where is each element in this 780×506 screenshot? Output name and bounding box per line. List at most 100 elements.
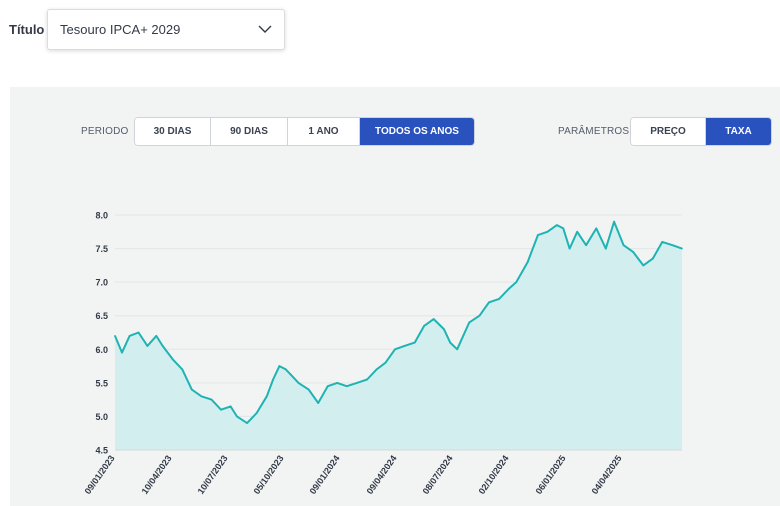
data-point — [220, 408, 222, 411]
data-point — [297, 382, 300, 384]
chevron-down-icon[interactable] — [258, 24, 272, 34]
data-point — [478, 314, 481, 317]
data-point — [366, 378, 368, 381]
data-point — [595, 227, 598, 230]
x-tick-label: 09/01/2024 — [308, 453, 342, 496]
data-point — [384, 361, 387, 364]
y-tick-label: 5.0 — [95, 412, 108, 422]
data-point — [546, 230, 549, 233]
title-field-label: Título — [9, 22, 45, 37]
data-point — [613, 220, 615, 223]
data-point — [236, 415, 238, 418]
title-select[interactable]: Tesouro IPCA+ 2029 — [47, 9, 285, 50]
x-tick-label: 06/01/2025 — [534, 453, 568, 496]
data-point — [394, 348, 396, 351]
data-point — [661, 241, 664, 243]
data-point — [284, 368, 287, 371]
chart-area-fill — [115, 221, 682, 450]
title-select-value: Tesouro IPCA+ 2029 — [60, 22, 181, 37]
data-point — [278, 365, 281, 367]
data-point — [171, 358, 174, 361]
data-point — [468, 321, 471, 324]
y-tick-label: 5.5 — [95, 378, 108, 388]
data-point — [356, 382, 358, 384]
y-tick-label: 6.0 — [95, 345, 108, 355]
data-point — [488, 301, 490, 304]
data-point — [181, 368, 184, 371]
data-point — [128, 335, 131, 337]
y-tick-label: 4.5 — [95, 446, 108, 456]
x-tick-label: 09/04/2024 — [365, 453, 399, 496]
data-point — [585, 244, 587, 247]
period-1-ano-button[interactable]: 1 ANO — [288, 118, 360, 145]
x-tick-label: 05/10/2023 — [252, 453, 286, 496]
rate-area-chart: 4.5 5.0 5.5 6.0 6.5 7.0 7.5 8.0 09/01/2023 10/04/… — [83, 211, 683, 496]
data-point — [651, 257, 654, 260]
data-point — [556, 224, 558, 226]
x-tick-label: 10/04/2023 — [140, 453, 174, 496]
data-point — [121, 351, 123, 354]
data-point — [265, 395, 268, 398]
data-point — [449, 341, 452, 344]
data-point — [507, 288, 510, 290]
data-point — [498, 298, 500, 300]
data-point — [526, 261, 529, 263]
data-point — [200, 395, 203, 398]
data-point — [515, 281, 518, 283]
data-point — [562, 227, 565, 230]
data-point — [537, 234, 539, 236]
data-point — [681, 247, 683, 250]
period-30-dias-button[interactable]: 30 DIAS — [135, 118, 211, 145]
data-point — [114, 335, 116, 337]
data-point — [326, 385, 329, 388]
data-point — [146, 345, 149, 347]
params-button-group: PREÇO TAXA — [630, 117, 772, 146]
data-point — [568, 247, 571, 250]
param-taxa-button[interactable]: TAXA — [706, 118, 771, 145]
period-button-group: 30 DIAS 90 DIAS 1 ANO TODOS OS ANOS — [134, 117, 475, 146]
data-point — [432, 318, 435, 320]
data-point — [291, 375, 293, 377]
data-point — [423, 324, 426, 327]
data-point — [210, 398, 213, 401]
data-point — [191, 388, 193, 391]
data-point — [456, 348, 459, 351]
data-point — [307, 388, 310, 391]
y-tick-label: 7.5 — [95, 244, 108, 254]
data-point — [137, 331, 140, 334]
x-tick-label: 02/10/2024 — [477, 453, 511, 496]
data-point — [155, 335, 158, 337]
data-point — [671, 244, 674, 247]
data-point — [576, 230, 579, 233]
data-point — [272, 378, 274, 381]
x-tick-label: 08/07/2024 — [421, 453, 455, 496]
data-point — [255, 412, 258, 414]
data-point — [632, 251, 634, 253]
x-tick-label: 04/04/2025 — [590, 453, 624, 496]
period-label: PERIODO — [81, 126, 129, 137]
data-point — [622, 244, 625, 247]
y-tick-label: 8.0 — [95, 211, 108, 221]
period-90-dias-button[interactable]: 90 DIAS — [211, 118, 288, 145]
data-point — [443, 328, 445, 330]
param-preco-button[interactable]: PREÇO — [631, 118, 706, 145]
x-tick-label: 10/07/2023 — [196, 453, 230, 496]
data-point — [460, 338, 463, 341]
data-point — [375, 368, 378, 371]
data-point — [642, 264, 645, 267]
data-point — [605, 247, 607, 250]
data-point — [413, 341, 416, 344]
data-point — [403, 345, 406, 347]
period-todos-os-anos-button[interactable]: TODOS OS ANOS — [360, 118, 474, 145]
data-point — [317, 402, 319, 404]
data-point — [336, 382, 339, 384]
data-point — [161, 345, 164, 347]
data-point — [229, 405, 232, 408]
chart-panel: PERIODO 30 DIAS 90 DIAS 1 ANO TODOS OS A… — [10, 87, 780, 506]
y-tick-label: 7.0 — [95, 278, 108, 288]
params-label: PARÂMETROS — [558, 126, 630, 137]
x-tick-label: 09/01/2023 — [83, 453, 117, 496]
y-tick-label: 6.5 — [95, 311, 108, 321]
data-point — [345, 385, 348, 388]
data-point — [246, 422, 248, 424]
